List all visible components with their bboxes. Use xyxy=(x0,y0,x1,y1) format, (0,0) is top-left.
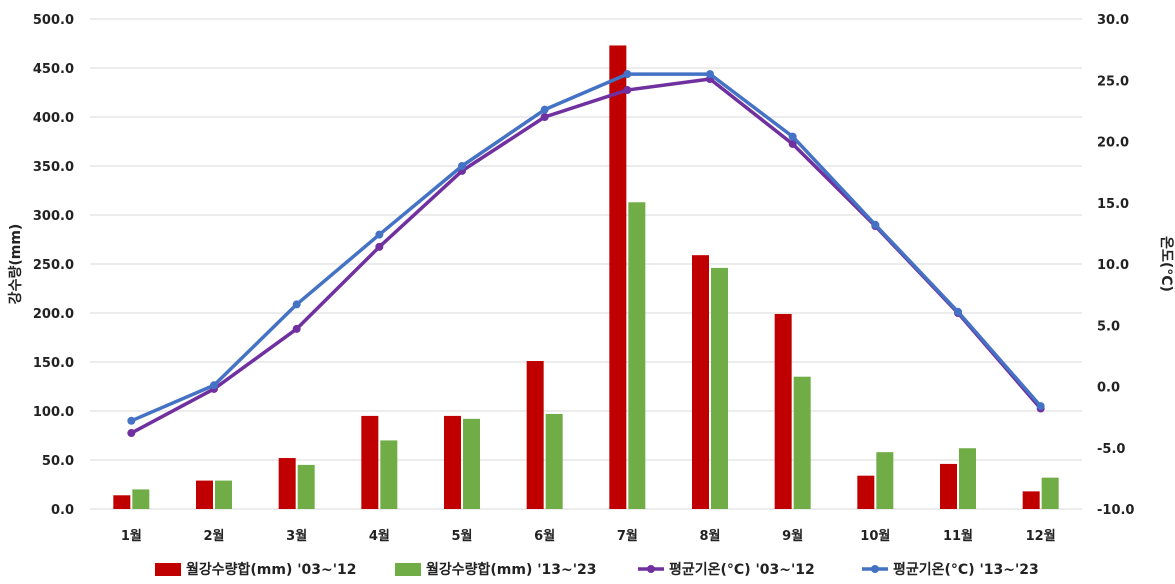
y-tick-label: 350.0 xyxy=(33,160,74,175)
y-tick-label: 450.0 xyxy=(33,62,74,77)
bar-mark xyxy=(380,440,398,509)
line-point xyxy=(706,70,714,79)
bar-mark xyxy=(297,464,315,509)
bar-mark xyxy=(463,418,480,509)
x-tick-label: 10월 xyxy=(860,528,890,544)
bar-mark xyxy=(793,376,811,509)
bar-mark xyxy=(113,495,131,509)
line-point xyxy=(871,220,880,229)
y2-tick-label: -5.0 xyxy=(1097,442,1125,457)
bar-mark xyxy=(196,480,213,509)
bar-mark xyxy=(940,463,957,509)
bar-mark xyxy=(278,458,296,509)
y-tick-label: 500.0 xyxy=(33,13,74,28)
bar-mark xyxy=(857,475,875,509)
legend-swatch xyxy=(395,563,421,576)
x-tick-label: 8월 xyxy=(699,528,720,544)
line-point xyxy=(292,300,301,309)
line-point xyxy=(375,230,384,239)
bar-mark xyxy=(361,415,379,509)
x-tick-label: 5월 xyxy=(451,528,472,544)
line-point xyxy=(375,242,384,251)
x-tick-label: 9월 xyxy=(782,528,803,544)
y-tick-label: 300.0 xyxy=(33,209,74,224)
bar-mark xyxy=(1022,491,1040,509)
y2-tick-label: 15.0 xyxy=(1097,197,1129,212)
line-point xyxy=(127,416,136,425)
line-point xyxy=(623,70,632,79)
series-line xyxy=(130,72,1042,423)
bar-mark xyxy=(711,267,728,509)
legend: 월강수량합(mm) '03~'12 월강수량합(mm) '13~'23 평균기온(°… xyxy=(155,561,1039,578)
bar-mark xyxy=(132,489,150,509)
line-point xyxy=(210,381,218,390)
x-tick-label: 12월 xyxy=(1026,528,1056,544)
line-point xyxy=(954,307,962,316)
y2-tick-label: 20.0 xyxy=(1097,136,1129,151)
y2-tick-label: 30.0 xyxy=(1097,13,1129,28)
x-tick-label: 4월 xyxy=(369,528,390,544)
y2-axis-title: 온도(°C) xyxy=(1158,236,1174,292)
y-tick-label: 50.0 xyxy=(42,454,74,469)
x-tick-label: 11월 xyxy=(943,528,973,544)
y-tick-label: 400.0 xyxy=(33,111,74,126)
bar-mark xyxy=(215,480,232,509)
gridlines xyxy=(90,18,1082,510)
y2-tick-label: 10.0 xyxy=(1097,258,1129,273)
y-tick-label: 100.0 xyxy=(33,405,74,420)
line-point xyxy=(788,139,797,148)
bar-mark xyxy=(876,452,894,509)
bar-mark xyxy=(774,313,792,509)
line-point xyxy=(1036,402,1045,411)
x-tick-label: 7월 xyxy=(617,528,638,544)
bar-mark xyxy=(545,413,563,509)
bar-mark xyxy=(692,255,709,509)
y2-tick-label: 25.0 xyxy=(1097,74,1129,89)
axes: 0.0 50.0 100.0 150.0 200.0 250.0 300.0 350.0 400… xyxy=(33,13,1135,544)
line-point xyxy=(127,429,136,438)
x-tick-label: 3월 xyxy=(286,528,307,544)
legend-label: 월강수량합(mm) '13~'23 xyxy=(426,561,597,578)
bars xyxy=(113,45,1059,510)
legend-label: 월강수량합(mm) '03~'12 xyxy=(186,561,357,578)
x-tick-label: 1월 xyxy=(121,528,142,544)
y2-tick-label: -10.0 xyxy=(1097,503,1134,518)
legend-marker xyxy=(647,565,655,573)
x-tick-label: 2월 xyxy=(203,528,224,544)
line-point xyxy=(458,162,466,170)
bar-mark xyxy=(444,415,461,509)
y-tick-label: 200.0 xyxy=(33,307,74,322)
y-tick-label: 150.0 xyxy=(33,356,74,371)
bar-mark xyxy=(628,202,646,509)
bar-mark xyxy=(1041,477,1059,509)
x-tick-label: 6월 xyxy=(534,528,555,544)
bar-mark xyxy=(609,45,627,510)
line-point xyxy=(292,324,301,333)
bar-mark xyxy=(959,448,976,509)
line-point xyxy=(540,105,549,114)
line-point xyxy=(623,86,632,95)
line-point xyxy=(788,132,797,141)
legend-label: 평균기온(°C) '03~'12 xyxy=(669,561,815,578)
y-tick-label: 0.0 xyxy=(51,503,74,518)
y-tick-label: 250.0 xyxy=(33,258,74,273)
y-axis-title: 강수량(mm) xyxy=(7,224,24,305)
legend-marker xyxy=(871,565,879,573)
y2-tick-label: 5.0 xyxy=(1097,319,1120,334)
y2-tick-label: 0.0 xyxy=(1097,381,1120,396)
bar-mark xyxy=(526,361,544,509)
legend-swatch xyxy=(155,563,181,576)
lines xyxy=(127,70,1045,438)
line-point xyxy=(540,113,549,121)
legend-label: 평균기온(°C) '13~'23 xyxy=(893,561,1039,578)
